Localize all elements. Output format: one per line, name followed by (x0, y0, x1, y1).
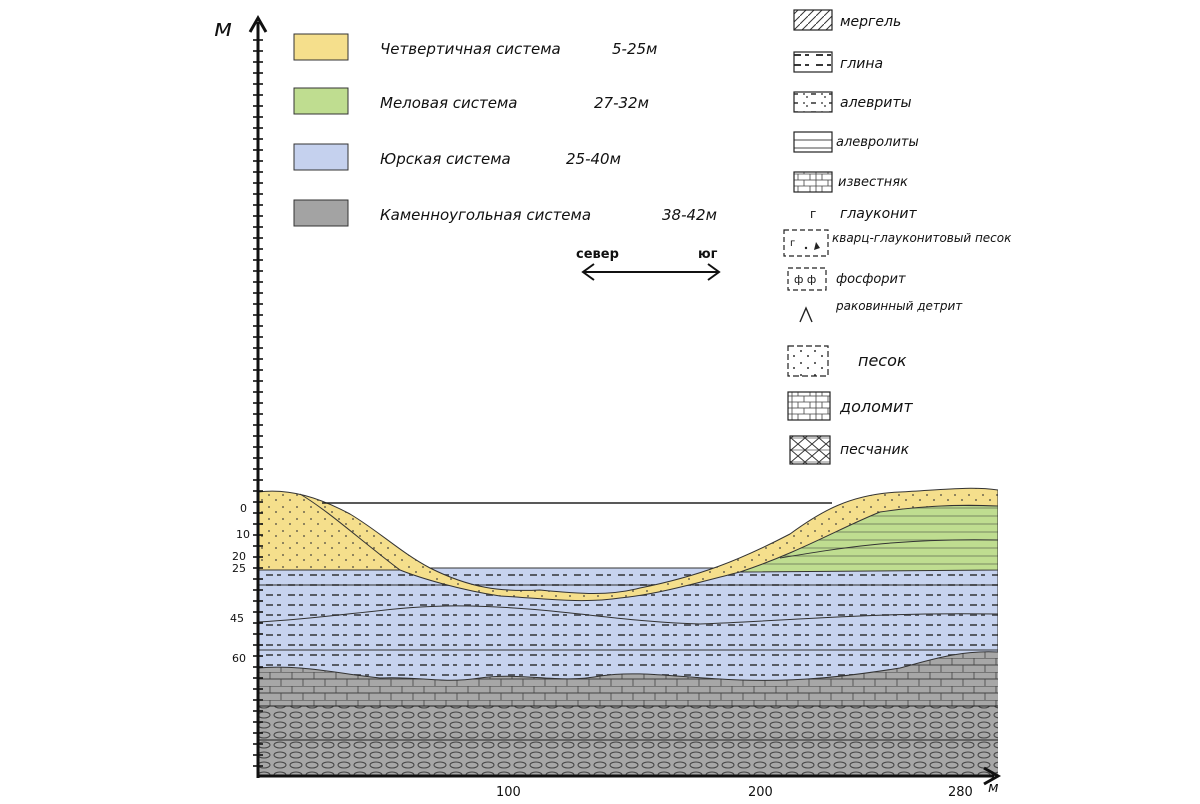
legend-range: 27-32м (594, 94, 649, 112)
x-tick-label: 280 (948, 785, 973, 800)
cretaceous-layer (739, 505, 998, 573)
lithology-item-shell-detritus: раковинный детрит (799, 299, 963, 323)
lithology-item-phosphorite: ф ф фосфорит (787, 267, 906, 291)
quartz-glauconite-sand-symbol-icon (783, 229, 829, 257)
cross-section-layers (258, 487, 998, 776)
lithology-label: глауконит (840, 206, 917, 222)
legend-item-jurassic: Юрская система 25-40м (293, 143, 621, 171)
lithology-label: песчаник (840, 442, 910, 458)
legend-range: 5-25м (612, 40, 657, 58)
shell-detritus-symbol-icon (799, 306, 813, 323)
lithology-label: известняк (838, 175, 908, 190)
legend-name: Меловая система (380, 94, 517, 112)
phosphate-mark (814, 242, 820, 250)
silt-symbol-icon (793, 91, 833, 113)
legend-item-quaternary: Четвертичная система 5-25м (293, 33, 657, 61)
legend-item-cretaceous: Меловая система 27-32м (293, 87, 649, 115)
lithology-item-marl: мергель (793, 9, 901, 31)
lithology-item-dolomite: доломит (787, 391, 913, 421)
lithology-item-sandstone: песчаник (789, 435, 910, 465)
marl-symbol-icon (793, 9, 833, 31)
direction-indicator: север юг (576, 247, 721, 281)
x-tick-label: 100 (496, 785, 521, 800)
lithology-label: алевролиты (836, 135, 919, 150)
jurassic-layer (258, 567, 998, 681)
sandstone-symbol-icon (789, 435, 831, 465)
y-tick-label: 25 (232, 562, 246, 575)
clay-symbol-icon (793, 51, 833, 73)
dolomite-symbol-icon (787, 391, 831, 421)
lithology-item-silt: алевриты (793, 91, 912, 113)
legend-swatch (293, 87, 349, 115)
y-axis-minor-ticks (253, 39, 263, 767)
arrow-right-head (707, 263, 721, 281)
lithology-item-sand: песок (787, 345, 907, 377)
sand-symbol-icon (787, 345, 829, 377)
lithology-label: глина (840, 56, 883, 72)
y-axis-arrow (248, 14, 268, 33)
arrow-left-head (581, 263, 595, 281)
legend-name: Юрская система (380, 150, 511, 168)
legend-swatch (293, 199, 349, 227)
lithology-legend: мергель глина алевриты алевролиты извест… (783, 9, 1012, 465)
systems-legend: Четвертичная система 5-25м Меловая систе… (293, 33, 717, 227)
y-axis-label: м (214, 14, 232, 42)
lithology-label: алевриты (840, 95, 912, 111)
y-tick-label: 45 (230, 612, 244, 625)
legend-swatch (293, 143, 349, 171)
lithology-label: фосфорит (836, 272, 906, 287)
siltstone-symbol-icon (793, 131, 833, 153)
legend-range: 38-42м (662, 206, 717, 224)
lithology-label: песок (858, 351, 907, 370)
quaternary-layer (258, 487, 998, 602)
axes: м м 0 10 20 25 45 60 100 200 280 (214, 14, 1002, 800)
y-tick-label: 0 (240, 502, 247, 515)
legend-item-carboniferous: Каменноугольная система 38-42м (293, 199, 717, 227)
lithology-item-clay: глина (793, 51, 883, 73)
y-tick-label: 10 (236, 528, 250, 541)
legend-range: 25-40м (566, 150, 621, 168)
lithology-label: доломит (839, 397, 913, 416)
y-tick-label: 20 (232, 550, 246, 563)
x-axis-arrow (983, 766, 1002, 786)
limestone-symbol-icon (793, 171, 833, 193)
lithology-label: кварц-глауконитовый песок (832, 231, 1012, 245)
lithology-item-quartz-glauconite-sand: г кварц-глауконитовый песок (783, 229, 1012, 257)
lithology-label: мергель (840, 14, 901, 30)
glauconite-mark: г (790, 238, 795, 249)
lithology-item-siltstone: алевролиты (793, 131, 919, 153)
phosphorite-mark: ф ф (794, 273, 816, 286)
phosphorite-symbol-icon (787, 267, 827, 291)
x-axis-label: м (988, 780, 999, 796)
sand-dot (804, 246, 808, 250)
y-tick-label: 60 (232, 652, 246, 665)
legend-name: Четвертичная система (380, 40, 561, 58)
direction-south-label: юг (698, 247, 718, 262)
direction-north-label: север (576, 247, 619, 262)
lithology-item-limestone: известняк (793, 171, 908, 193)
glauconite-symbol-icon: г (810, 207, 816, 221)
legend-swatch (293, 33, 349, 61)
lithology-item-glauconite: г глауконит (810, 206, 917, 222)
legend-name: Каменноугольная система (380, 206, 591, 224)
lithology-label: раковинный детрит (835, 299, 963, 313)
x-tick-label: 200 (748, 785, 773, 800)
